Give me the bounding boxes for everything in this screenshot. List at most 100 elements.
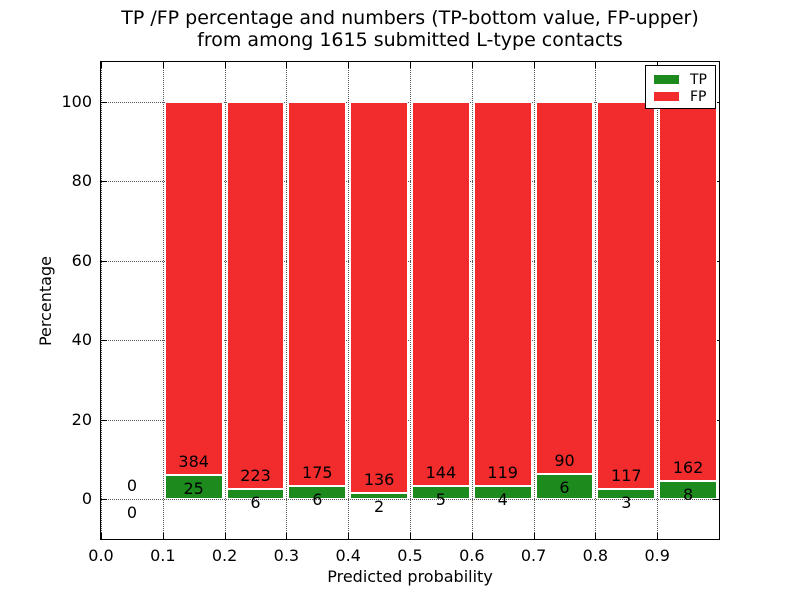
fp-bar-segment — [659, 101, 717, 481]
tp-bar-segment — [350, 493, 408, 500]
y-tick-mark-right — [713, 499, 719, 501]
x-gridline — [410, 62, 411, 539]
x-tick-mark — [101, 533, 102, 539]
x-tick-mark — [224, 533, 226, 539]
x-tick-mark — [471, 533, 473, 539]
tp-bar-segment — [535, 474, 594, 500]
x-tick-mark-top — [348, 62, 350, 68]
fp-bar-segment — [597, 101, 656, 490]
x-tick-mark — [162, 533, 164, 539]
fp-count-label: 119 — [487, 463, 518, 483]
y-tick-label: 60 — [71, 250, 92, 270]
y-tick-mark — [101, 181, 107, 183]
tp-bar-segment — [659, 480, 717, 500]
fp-bar-segment — [164, 101, 223, 475]
fp-bar-segment — [288, 101, 347, 487]
x-gridline — [657, 62, 659, 539]
x-tick-label: 0.5 — [397, 546, 423, 565]
fp-count-label: 223 — [240, 465, 271, 485]
tp-count-label: 4 — [497, 490, 508, 510]
x-axis-label: Predicted probability — [327, 567, 493, 586]
x-tick-label: 0.6 — [459, 546, 485, 565]
fp-count-label: 117 — [611, 466, 642, 486]
legend-label-tp: TP — [690, 71, 707, 88]
fp-bar-segment — [350, 101, 408, 494]
tp-count-label: 6 — [559, 478, 570, 498]
x-tick-mark — [657, 533, 659, 539]
tp-bar-segment — [288, 486, 347, 500]
x-tick-mark — [286, 533, 288, 539]
y-tick-label: 20 — [71, 409, 92, 429]
tp-count-label: 5 — [435, 489, 446, 509]
x-tick-mark-top — [410, 62, 411, 68]
x-tick-mark-top — [595, 62, 597, 68]
y-tick-mark — [101, 260, 107, 262]
x-gridline — [471, 62, 473, 539]
tp-count-label: 6 — [250, 492, 261, 512]
x-tick-label: 0.7 — [520, 546, 547, 565]
x-tick-mark — [348, 533, 350, 539]
tp-count-label: 2 — [374, 497, 385, 517]
chart-title-line2: from among 1615 submitted L-type contact… — [197, 29, 623, 51]
x-tick-mark-top — [224, 62, 226, 68]
fp-bar-segment — [473, 101, 532, 487]
x-tick-label: 0.8 — [582, 546, 609, 565]
fp-count-label: 90 — [554, 451, 575, 471]
legend-item-fp: FP — [654, 88, 715, 105]
x-tick-label: 0.0 — [88, 546, 114, 565]
x-gridline — [348, 62, 350, 539]
x-tick-mark-top — [101, 62, 102, 68]
tp-bar-segment — [597, 489, 656, 500]
chart-title-line1: TP /FP percentage and numbers (TP-bottom… — [121, 7, 699, 29]
x-tick-mark — [595, 533, 597, 539]
fp-count-label: 384 — [178, 451, 209, 471]
x-tick-mark — [533, 533, 535, 539]
x-tick-label: 0.4 — [335, 546, 361, 565]
tp-bar-segment — [412, 485, 470, 500]
x-tick-mark-top — [471, 62, 473, 68]
fp-bar-segment — [412, 101, 470, 486]
tp-bar-segment — [473, 486, 532, 500]
x-tick-label: 0.9 — [644, 546, 670, 565]
tp-count-label: 8 — [683, 484, 694, 504]
legend-label-fp: FP — [690, 88, 707, 105]
x-tick-mark-top — [162, 62, 164, 68]
y-tick-label: 0 — [81, 489, 92, 509]
tp-count-label: 3 — [621, 493, 632, 513]
x-gridline — [286, 62, 288, 539]
fp-legend-swatch-icon — [654, 92, 679, 101]
tp-count-label: 6 — [312, 490, 323, 510]
fp-count-label: 144 — [425, 462, 457, 482]
fp-count-label: 175 — [302, 463, 333, 483]
y-tick-mark — [101, 499, 107, 501]
y-tick-label: 40 — [71, 330, 92, 350]
x-gridline — [533, 62, 535, 539]
x-tick-label: 0.1 — [150, 546, 176, 565]
legend-item-tp: TP — [654, 71, 715, 88]
x-tick-mark-top — [286, 62, 288, 68]
fp-bar-segment — [226, 101, 285, 489]
y-tick-label: 80 — [71, 171, 92, 191]
tp-count-label: 25 — [183, 478, 204, 498]
x-tick-mark — [410, 533, 411, 539]
y-tick-mark — [101, 101, 107, 103]
tp-bar-segment — [226, 488, 285, 500]
plot-area: 0 0 384 25 223 6 175 6 136 2 144 5 119 4 90 6 117 3 162 8 — [100, 61, 720, 540]
y-tick-mark — [101, 340, 107, 342]
y-tick-label: 100 — [61, 91, 92, 111]
fp-count-label: 0 — [126, 476, 137, 496]
tp-legend-swatch-icon — [654, 75, 679, 84]
fp-count-label: 136 — [363, 470, 395, 490]
x-tick-label: 0.2 — [211, 546, 238, 565]
x-gridline — [595, 62, 597, 539]
x-gridline — [224, 62, 226, 539]
fp-bar-segment — [535, 101, 594, 475]
fp-count-label: 162 — [672, 457, 704, 477]
tp-count-label: 0 — [126, 503, 137, 523]
x-tick-label: 0.3 — [273, 546, 300, 565]
y-axis-label: Percentage — [36, 256, 55, 347]
tp-bar-segment — [164, 474, 223, 500]
x-tick-mark-top — [533, 62, 535, 68]
x-gridline — [101, 62, 102, 539]
